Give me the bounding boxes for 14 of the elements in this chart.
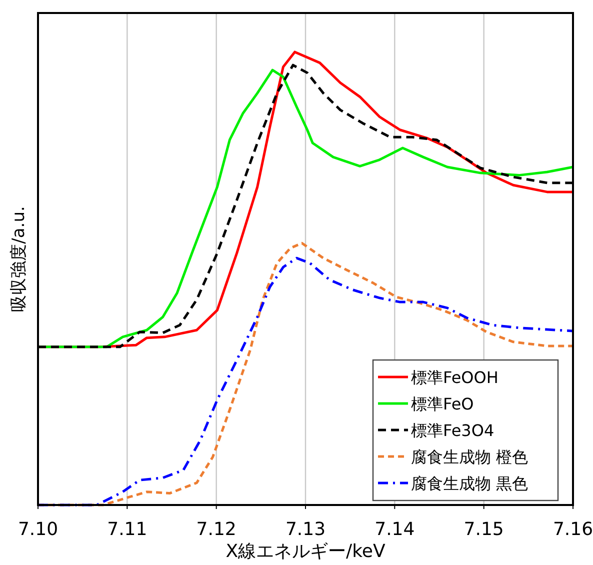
x-tick-label: 7.15 xyxy=(464,519,504,540)
x-tick-label: 7.11 xyxy=(107,519,148,540)
legend-label: 標準FeOOH xyxy=(411,368,498,387)
y-axis-title: 吸収強度/a.u. xyxy=(9,206,29,312)
x-tick-label: 7.12 xyxy=(196,519,236,540)
x-tick-label: 7.16 xyxy=(552,519,593,540)
legend-label: 標準Fe3O4 xyxy=(411,421,494,440)
legend-label: 腐食生成物 黒色 xyxy=(411,474,528,493)
x-tick-label: 7.14 xyxy=(374,519,415,540)
x-axis-title: X線エネルギー/keV xyxy=(226,541,386,562)
x-tick-label: 7.10 xyxy=(18,519,58,540)
legend-label: 標準FeO xyxy=(411,394,474,414)
x-tick-label: 7.13 xyxy=(285,519,326,540)
legend-label: 腐食生成物 橙色 xyxy=(411,448,528,466)
